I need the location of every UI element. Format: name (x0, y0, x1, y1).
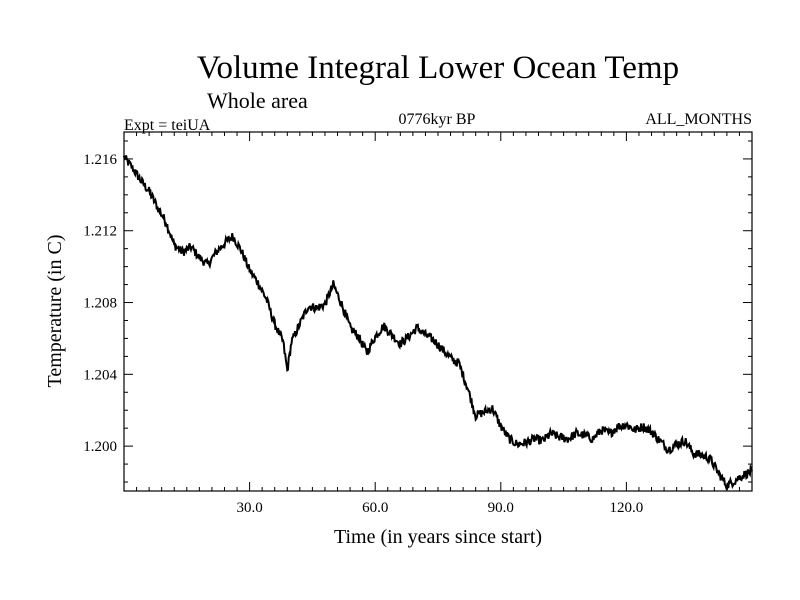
x-axis-label: Time (in years since start) (334, 526, 542, 548)
chart-subtitle: Whole area (207, 88, 308, 113)
x-tick-label: 90.0 (488, 500, 514, 516)
y-tick-label: 1.200 (83, 439, 117, 455)
series-line-temperature (123, 155, 753, 491)
y-tick-label: 1.204 (83, 367, 117, 383)
period-label: 0776kyr BP (399, 111, 476, 128)
x-tick-label: 120.0 (610, 500, 644, 516)
x-tick-label: 30.0 (236, 500, 262, 516)
y-tick-label: 1.212 (83, 224, 117, 240)
x-axis: 30.0 60.0 90.0 120.0 (123, 132, 753, 516)
months-label: ALL_MONTHS (645, 111, 752, 128)
y-axis-label: Temperature (in C) (44, 235, 66, 388)
y-tick-label: 1.208 (83, 296, 117, 312)
chart-title: Volume Integral Lower Ocean Temp (197, 50, 679, 86)
experiment-label: Expt = teiUA (124, 117, 211, 134)
y-axis: 1.200 1.204 1.208 1.212 1.216 (83, 140, 752, 483)
y-tick-label: 1.216 (83, 152, 117, 168)
x-tick-label: 60.0 (362, 500, 388, 516)
